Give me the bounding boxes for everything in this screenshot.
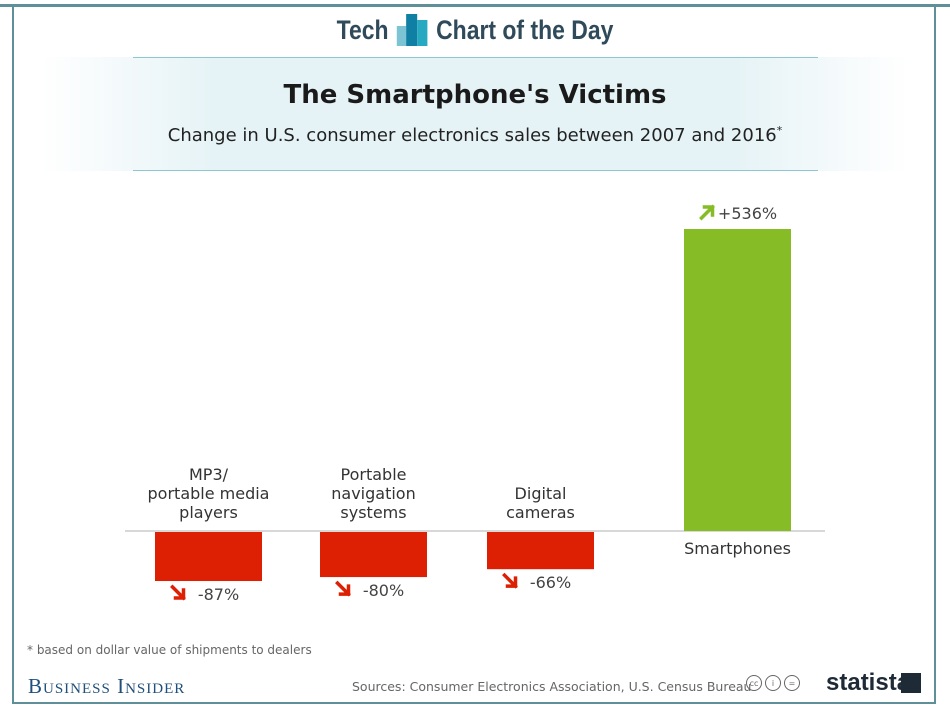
value-label: -66% — [530, 573, 571, 592]
arrow-up-right-icon — [699, 204, 715, 221]
chart-title: The Smartphone's Victims — [283, 80, 667, 110]
footnote: * based on dollar value of shipments to … — [27, 643, 312, 657]
category-label: navigation — [331, 484, 415, 503]
statista-logo-icon — [901, 673, 921, 693]
no-derivatives-icon: = — [784, 675, 800, 691]
divider — [133, 57, 818, 58]
category-label: portable media — [148, 484, 270, 503]
license-icons: cc i = — [746, 675, 800, 691]
arrow-down-right-icon — [502, 572, 518, 589]
arrow-down-right-icon — [170, 584, 186, 601]
category-label: players — [179, 503, 238, 522]
bar — [684, 229, 791, 531]
category-label: systems — [340, 503, 406, 522]
sources: Sources: Consumer Electronics Associatio… — [352, 679, 752, 694]
category-label: Digital — [515, 484, 567, 503]
chart-frame — [12, 4, 936, 704]
footnote-mark: * — [776, 124, 783, 137]
bar-chart-logo-icon — [396, 14, 428, 46]
business-insider-logo: Business Insider — [28, 674, 186, 698]
brand-header: Tech Chart of the Day — [71, 14, 879, 46]
top-border — [0, 4, 950, 7]
value-label: -80% — [363, 581, 404, 600]
arrow-down-right-icon — [335, 580, 351, 597]
brand-right: Chart of the Day — [436, 14, 614, 45]
bar — [155, 532, 262, 582]
chart-subtitle: Change in U.S. consumer electronics sale… — [0, 124, 950, 146]
bar — [320, 532, 427, 578]
brand-left: Tech — [336, 14, 389, 45]
attribution-icon: i — [765, 675, 781, 691]
subtitle-text: Change in U.S. consumer electronics sale… — [167, 125, 777, 146]
category-label: Smartphones — [684, 539, 791, 558]
category-label: Portable — [341, 465, 407, 484]
value-label: +536% — [718, 204, 777, 223]
value-label: -87% — [198, 585, 239, 604]
title-band — [40, 57, 910, 171]
cc-icon: cc — [746, 675, 762, 691]
divider — [133, 170, 818, 171]
bar — [487, 532, 594, 570]
category-label: MP3/ — [189, 465, 229, 484]
statista-logo: statista — [826, 669, 911, 696]
category-label: cameras — [506, 503, 575, 522]
